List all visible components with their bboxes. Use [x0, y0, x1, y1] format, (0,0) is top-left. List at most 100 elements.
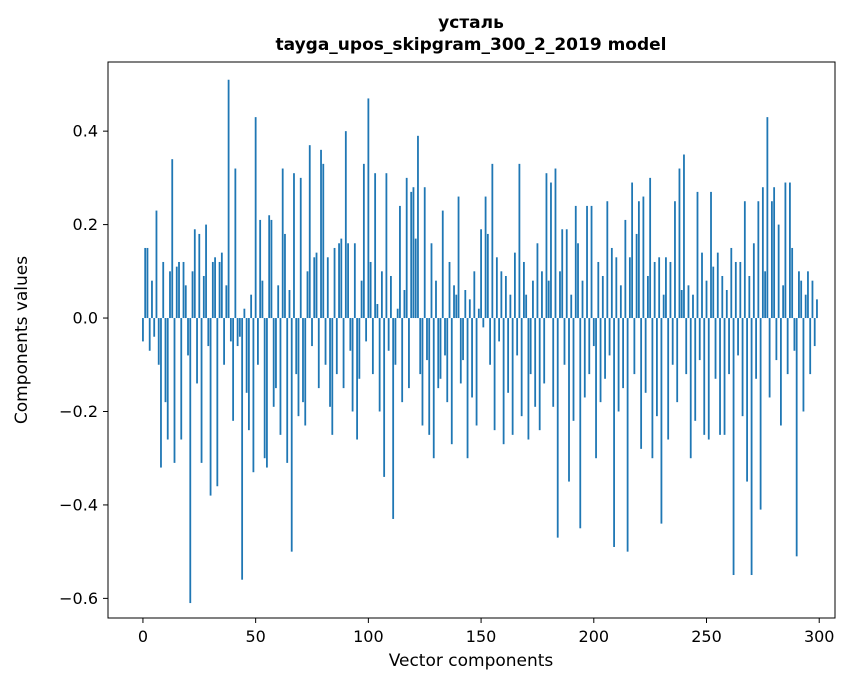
bar	[791, 247, 794, 319]
bar	[730, 247, 733, 319]
bar	[777, 224, 780, 319]
bar	[471, 318, 473, 398]
bar	[667, 318, 670, 440]
bar	[680, 290, 683, 319]
bar	[649, 177, 652, 319]
bar	[739, 261, 742, 319]
bar	[347, 243, 349, 319]
bar	[358, 318, 361, 379]
bar	[737, 318, 739, 356]
bar	[207, 318, 210, 347]
bar	[173, 318, 176, 463]
bar	[272, 318, 275, 407]
bar	[412, 187, 415, 319]
bar	[658, 257, 661, 319]
bar	[775, 318, 778, 361]
bar	[466, 318, 469, 459]
bar	[595, 318, 597, 459]
bar	[761, 187, 764, 319]
bar	[457, 196, 460, 319]
bar	[151, 280, 153, 319]
bar	[380, 271, 383, 319]
bar	[405, 177, 408, 319]
bar	[746, 318, 748, 482]
bar	[633, 318, 636, 375]
bar	[802, 318, 805, 412]
bar	[408, 318, 410, 389]
bar	[507, 318, 510, 393]
bar	[157, 318, 160, 365]
bar	[552, 318, 555, 407]
bar	[421, 318, 424, 426]
bar	[696, 191, 699, 319]
chart-title-model: tayga_upos_skipgram_300_2_2019 model	[276, 35, 667, 55]
bar	[592, 318, 595, 347]
bar	[399, 205, 401, 319]
bar	[232, 318, 235, 421]
bar	[155, 210, 158, 319]
y-axis-label: Components values	[12, 256, 32, 424]
bar	[441, 210, 444, 319]
bar	[536, 243, 539, 319]
bar	[241, 318, 244, 580]
bar	[385, 173, 388, 319]
bar	[674, 201, 676, 319]
bar	[234, 168, 237, 319]
bar	[601, 275, 604, 319]
bar	[502, 318, 505, 445]
bar	[480, 229, 482, 319]
bar	[786, 318, 789, 375]
bar	[178, 261, 180, 319]
bar	[757, 201, 760, 319]
bar	[685, 318, 688, 375]
bar	[187, 318, 189, 356]
bar	[694, 318, 697, 421]
bar	[396, 308, 399, 319]
bar	[703, 318, 706, 435]
bar	[631, 182, 634, 319]
bar	[142, 318, 144, 342]
bar	[732, 318, 735, 576]
bar	[259, 219, 262, 319]
bar	[577, 243, 579, 319]
bar	[486, 233, 489, 319]
y-tick-label: −0.6	[59, 589, 98, 608]
bar	[523, 261, 525, 319]
bar	[261, 280, 264, 319]
bar	[238, 318, 241, 337]
bar	[252, 318, 255, 473]
bar	[435, 280, 437, 319]
bar	[637, 201, 640, 319]
bar	[444, 318, 446, 356]
bar	[752, 243, 755, 319]
bar	[286, 318, 289, 463]
bar	[721, 275, 724, 319]
bar	[268, 215, 271, 319]
bar	[509, 294, 512, 319]
bar	[804, 294, 807, 319]
bar	[532, 280, 534, 319]
bar	[214, 257, 216, 319]
bar	[538, 318, 541, 431]
bar	[169, 271, 171, 319]
bar	[351, 318, 354, 412]
bar	[768, 318, 771, 398]
bar	[588, 318, 591, 375]
bar	[764, 271, 767, 319]
bar	[714, 318, 717, 379]
bar	[277, 285, 280, 319]
bar	[651, 318, 654, 459]
bar	[288, 290, 291, 319]
bar	[662, 294, 665, 319]
bar	[320, 149, 322, 319]
bar	[484, 196, 487, 319]
bar	[410, 191, 413, 319]
bar	[568, 318, 570, 482]
bar	[705, 280, 708, 319]
bar	[741, 318, 744, 417]
bar	[362, 163, 365, 319]
bar	[798, 271, 800, 319]
x-tick-label: 150	[466, 627, 497, 646]
bar	[525, 294, 528, 319]
y-tick-label: −0.4	[59, 495, 98, 514]
